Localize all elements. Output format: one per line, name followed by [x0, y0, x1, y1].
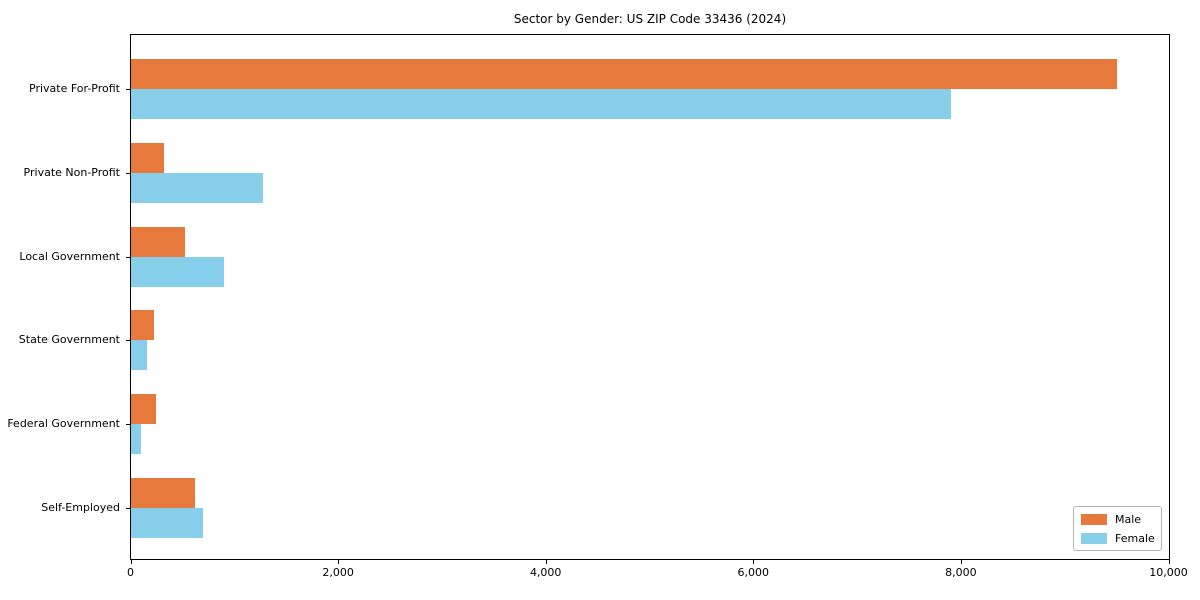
x-axis-label: 8,000: [945, 566, 977, 579]
bar-female: [131, 424, 142, 455]
bar-female: [131, 89, 952, 119]
y-axis-label: Self-Employed: [41, 501, 120, 514]
bar-male: [131, 142, 165, 173]
x-axis-label: 0: [127, 566, 134, 579]
bar-female: [131, 508, 203, 538]
legend-swatch-male: [1081, 513, 1107, 525]
legend-label-male: Male: [1115, 512, 1142, 526]
x-tick-mark: [1168, 560, 1170, 564]
bar-female: [131, 340, 147, 371]
x-tick-mark: [960, 560, 962, 564]
bar-male: [131, 59, 1118, 89]
legend-label-female: Female: [1115, 531, 1155, 545]
y-tick-mark: [126, 256, 130, 258]
y-axis-label: Federal Government: [7, 417, 120, 431]
legend-entry-male: Male: [1081, 513, 1161, 526]
y-tick-mark: [126, 340, 130, 342]
y-axis-label: Private For-Profit: [29, 82, 120, 95]
bar-male: [131, 310, 154, 341]
y-tick-mark: [126, 508, 130, 509]
x-tick-mark: [753, 560, 755, 564]
x-axis-label: 2,000: [322, 566, 354, 579]
x-axis-label: 6,000: [737, 566, 770, 579]
legend-entry-female: Female: [1081, 532, 1161, 545]
y-axis-label: State Government: [18, 333, 120, 347]
bar-female: [131, 172, 263, 203]
plot-area: [130, 34, 1170, 560]
legend: Male Female: [1073, 506, 1162, 551]
y-axis-label: Private Non-Profit: [23, 165, 120, 179]
chart-title: Sector by Gender: US ZIP Code 33436 (202…: [513, 12, 787, 26]
x-axis-label: 10,000: [1149, 566, 1188, 579]
bar-male: [131, 394, 156, 425]
bar-female: [131, 256, 225, 287]
y-tick-mark: [126, 172, 130, 174]
y-axis-label: Local Government: [19, 249, 120, 263]
x-axis-label: 4,000: [529, 566, 562, 579]
x-tick-mark: [338, 560, 340, 564]
x-tick-mark: [130, 560, 132, 564]
x-tick-mark: [545, 560, 547, 564]
y-tick-mark: [126, 89, 130, 90]
y-tick-mark: [126, 424, 130, 426]
bar-male: [131, 226, 186, 257]
bar-male: [131, 478, 196, 508]
legend-swatch-female: [1081, 532, 1107, 544]
